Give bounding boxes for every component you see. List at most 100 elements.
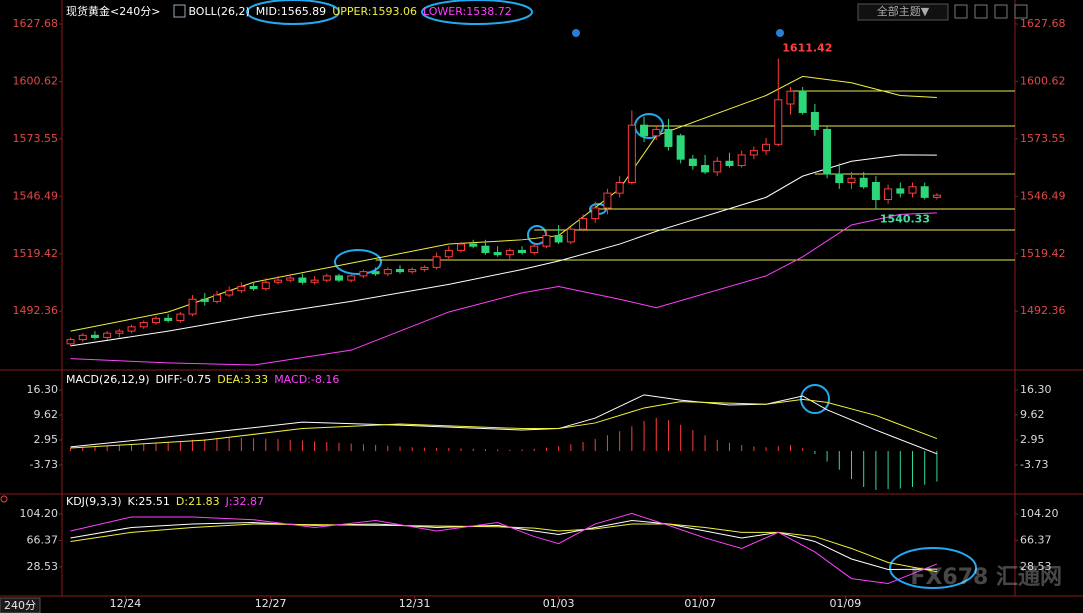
candle-body bbox=[286, 277, 295, 281]
toolbar-icon[interactable] bbox=[994, 4, 1008, 19]
theme-button-label[interactable]: 全部主题▼ bbox=[877, 4, 930, 18]
indicator-name: KDJ(9,3,3) bbox=[66, 495, 122, 508]
event-marker[interactable] bbox=[572, 29, 580, 37]
candle-body bbox=[176, 313, 185, 321]
candle-body bbox=[737, 154, 746, 167]
highlight-ring bbox=[889, 547, 977, 589]
x-tick-label: 01/03 bbox=[543, 597, 575, 610]
candle-body bbox=[774, 99, 783, 145]
highlight-ring bbox=[246, 0, 340, 25]
candle-body bbox=[823, 128, 832, 175]
highlight-ring bbox=[421, 0, 533, 25]
candle-body bbox=[701, 165, 710, 173]
candle-body bbox=[749, 150, 758, 156]
legend-entry: MID:1565.89 bbox=[256, 5, 326, 18]
y-tick-label: 1519.42 bbox=[13, 247, 59, 260]
candle-body bbox=[810, 111, 819, 130]
indicator-line bbox=[70, 212, 937, 366]
candle-body bbox=[786, 90, 795, 105]
x-tick-label: 01/07 bbox=[684, 597, 716, 610]
candle-body bbox=[908, 186, 917, 194]
candle-body bbox=[200, 298, 209, 302]
candle-body bbox=[249, 286, 258, 290]
candle-body bbox=[725, 160, 734, 167]
legend-entry: DIFF:-0.75 bbox=[156, 373, 212, 386]
candle-body bbox=[920, 186, 929, 198]
candle-body bbox=[932, 194, 941, 198]
candle-body bbox=[640, 124, 649, 137]
candle-body bbox=[469, 243, 478, 247]
candle-body bbox=[188, 298, 197, 315]
candle-body bbox=[90, 334, 99, 338]
candle-body bbox=[127, 326, 136, 332]
toolbar-icon[interactable] bbox=[1014, 4, 1028, 19]
toolbar-icon[interactable] bbox=[954, 4, 968, 19]
y-tick-label: 104.20 bbox=[20, 507, 59, 520]
highlight-ring bbox=[334, 249, 382, 275]
candle-body bbox=[676, 135, 685, 160]
candle-body bbox=[481, 245, 490, 254]
y-tick-label: 1492.36 bbox=[1020, 304, 1066, 317]
y-tick-label: 1573.55 bbox=[13, 132, 59, 145]
indicator-name: MACD(26,12,9) bbox=[66, 373, 150, 386]
candle-body bbox=[871, 182, 880, 200]
period-label[interactable]: 240分 bbox=[4, 599, 36, 612]
annotation: 1540.33 bbox=[880, 212, 930, 225]
candle-body bbox=[359, 271, 368, 277]
candle-body bbox=[798, 90, 807, 113]
indicator-line bbox=[70, 154, 937, 347]
candle-body bbox=[884, 188, 893, 200]
y-tick-label: 1546.49 bbox=[13, 189, 59, 202]
y-tick-label: 16.30 bbox=[27, 383, 59, 396]
legend-entry: MACD:-8.16 bbox=[274, 373, 339, 386]
indicator-name: BOLL(26,2) bbox=[188, 5, 249, 18]
candle-body bbox=[457, 243, 466, 251]
candle-body bbox=[334, 275, 343, 281]
candle-body bbox=[164, 317, 173, 321]
candle-body bbox=[115, 330, 124, 334]
candle-body bbox=[347, 275, 356, 281]
candle-body bbox=[505, 249, 514, 256]
legend-entry: UPPER:1593.06 bbox=[332, 5, 417, 18]
candle-body bbox=[273, 279, 282, 283]
legend-entry: K:25.51 bbox=[128, 495, 170, 508]
y-tick-label: 1546.49 bbox=[1020, 189, 1066, 202]
candle-body bbox=[261, 281, 270, 290]
candle-body bbox=[835, 173, 844, 184]
period-box[interactable] bbox=[0, 597, 41, 613]
highlight-ring bbox=[800, 384, 830, 414]
y-tick-label: 2.95 bbox=[1020, 433, 1045, 446]
candle-body bbox=[493, 252, 502, 256]
candle-body bbox=[518, 249, 527, 254]
legend-entry: LOWER:1538.72 bbox=[423, 5, 512, 18]
candle-body bbox=[66, 339, 75, 345]
x-tick-label: 01/09 bbox=[830, 597, 862, 610]
indicator-line bbox=[70, 394, 938, 455]
y-tick-label: 9.62 bbox=[1020, 408, 1045, 421]
candle-body bbox=[530, 245, 539, 254]
candle-body bbox=[627, 124, 636, 184]
theme-button[interactable] bbox=[857, 3, 949, 21]
x-tick-label: 12/31 bbox=[399, 597, 431, 610]
indicator-line bbox=[70, 398, 938, 449]
y-tick-label: 1600.62 bbox=[13, 74, 59, 87]
candle-body bbox=[396, 269, 405, 273]
candle-body bbox=[615, 182, 624, 194]
toolbar-icon[interactable] bbox=[974, 4, 988, 19]
y-tick-label: 1492.36 bbox=[13, 304, 59, 317]
candle-body bbox=[322, 275, 331, 281]
y-tick-label: 28.53 bbox=[27, 560, 59, 573]
indicator-line bbox=[70, 523, 937, 573]
candle-body bbox=[579, 218, 588, 230]
y-tick-label: 28.53 bbox=[1020, 560, 1052, 573]
candle-body bbox=[139, 322, 148, 328]
indicator-line bbox=[70, 519, 937, 570]
candle-body bbox=[237, 286, 246, 292]
candle-body bbox=[151, 317, 160, 324]
candle-body bbox=[762, 143, 771, 152]
candle-body bbox=[371, 271, 380, 275]
candle-body bbox=[310, 279, 319, 283]
event-marker[interactable] bbox=[776, 29, 784, 37]
x-tick-label: 12/27 bbox=[255, 597, 287, 610]
legend-entry: DEA:3.33 bbox=[217, 373, 268, 386]
